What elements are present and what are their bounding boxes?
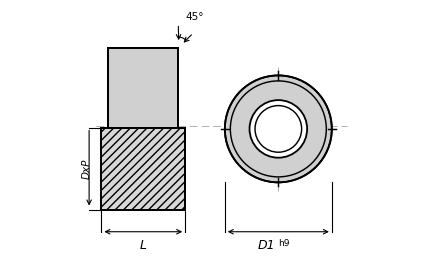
Text: h9: h9 [278, 239, 290, 248]
Circle shape [249, 100, 307, 158]
Text: L: L [140, 238, 147, 252]
Text: D1: D1 [258, 238, 276, 252]
Bar [102, 127, 185, 210]
Text: DxP: DxP [82, 158, 92, 179]
Circle shape [255, 106, 302, 152]
Bar [108, 48, 178, 127]
Circle shape [225, 75, 332, 182]
Text: 45°: 45° [185, 12, 204, 22]
